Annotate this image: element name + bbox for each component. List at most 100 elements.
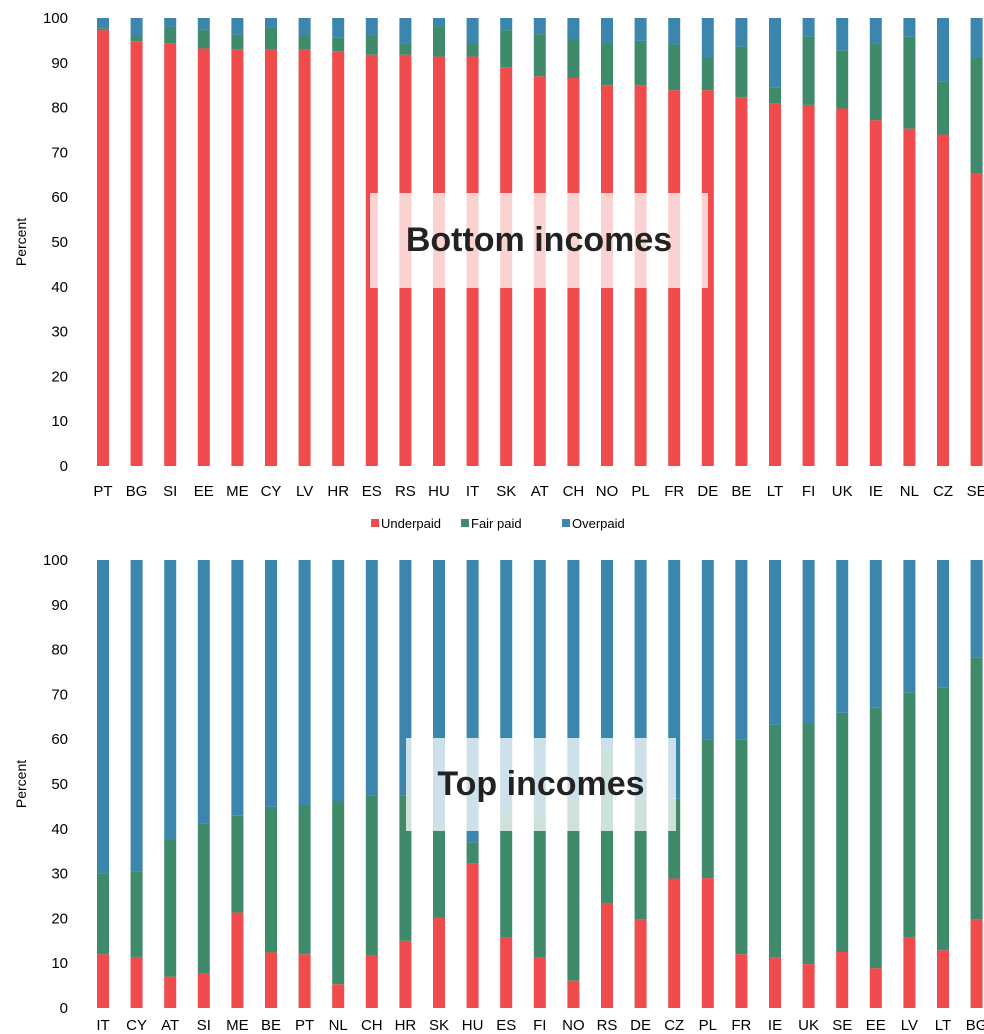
bar-fair-paid-sk xyxy=(500,30,513,68)
bar-overpaid-ch xyxy=(365,560,378,796)
chart-title-box xyxy=(406,738,676,831)
bar-overpaid-fi xyxy=(802,18,815,37)
bar-fair-paid-me xyxy=(231,34,244,50)
bar-fair-paid-pl xyxy=(701,739,714,879)
bar-fair-paid-ie xyxy=(769,724,781,958)
bar-fair-paid-cy xyxy=(130,871,143,957)
chart-title-box xyxy=(370,193,708,288)
bar-fair-paid-es xyxy=(500,813,513,938)
bar-underpaid-si xyxy=(197,973,210,1008)
bottom-incomes-panel: 0 10 20 30 40 50 60 70 80 90 100 Percent PT BG SI EE ME C… xyxy=(13,10,984,500)
bar-fair-paid-hu xyxy=(466,842,479,864)
bar-underpaid-pt xyxy=(298,954,311,1008)
chart-title: Top incomes xyxy=(437,765,644,803)
bar-fair-paid-pl xyxy=(634,40,647,86)
bar-overpaid-hu xyxy=(433,18,445,27)
x-tick-label: LV xyxy=(296,483,313,500)
bar-underpaid-bg xyxy=(970,919,983,1008)
legend-label-overpaid: Overpaid xyxy=(572,516,625,531)
bar-fair-paid-uk xyxy=(802,723,815,965)
bar-overpaid-sk xyxy=(500,18,513,31)
bar-underpaid-nl xyxy=(332,984,345,1008)
bar-fair-paid-fi xyxy=(533,814,546,958)
x-tick-label: DE xyxy=(697,483,718,500)
x-tick-label: IT xyxy=(96,1017,109,1034)
x-tick-label: SI xyxy=(197,1017,211,1034)
bar-underpaid-ee xyxy=(197,48,210,467)
bar-overpaid-rs xyxy=(601,560,613,751)
bar-overpaid-si xyxy=(164,18,177,27)
bar-underpaid-de xyxy=(634,919,647,1008)
y-tick-label: 70 xyxy=(51,686,68,703)
x-tick-label: AT xyxy=(161,1017,179,1034)
bar-fair-paid-ee xyxy=(869,707,882,969)
bar-underpaid-lt xyxy=(937,950,949,1008)
bar-fair-paid-fr xyxy=(668,44,681,91)
bar-fair-paid-uk xyxy=(836,50,849,109)
y-tick-label: 0 xyxy=(60,458,68,475)
x-tick-label: BE xyxy=(731,483,751,500)
bar-overpaid-be xyxy=(265,560,277,807)
bar-overpaid-pl xyxy=(634,18,647,41)
bar-overpaid-hr xyxy=(332,18,345,38)
bar-fair-paid-si xyxy=(164,26,177,44)
y-tick-label: 20 xyxy=(51,368,68,385)
bar-fair-paid-lv xyxy=(903,692,916,938)
top-incomes-panel: 0 10 20 30 40 50 60 70 80 90 100 Percent IT CY AT SI ME B… xyxy=(13,552,984,1034)
bar-fair-paid-fr xyxy=(735,739,748,955)
y-tick-label: 30 xyxy=(51,866,68,883)
x-tick-label: SK xyxy=(429,1017,449,1034)
x-tick-label: RS xyxy=(597,1017,618,1034)
bar-fair-paid-sk xyxy=(433,828,445,918)
bar-overpaid-no xyxy=(601,18,613,44)
x-tick-label: SE xyxy=(967,483,984,500)
y-tick-label: 10 xyxy=(51,955,68,972)
bar-underpaid-hr xyxy=(399,940,412,1008)
y-tick-label: 20 xyxy=(51,910,68,927)
bar-underpaid-lt xyxy=(769,103,781,467)
bar-underpaid-se xyxy=(970,173,983,466)
bar-overpaid-uk xyxy=(802,560,815,724)
bar-underpaid-cz xyxy=(668,878,681,1008)
x-tick-label: HR xyxy=(395,1017,417,1034)
y-tick-label: 50 xyxy=(51,234,68,251)
x-tick-label: AT xyxy=(531,483,549,500)
bar-fair-paid-fi xyxy=(802,36,815,105)
x-tick-label: RS xyxy=(395,483,416,500)
x-tick-label: BG xyxy=(126,483,148,500)
y-tick-label: 80 xyxy=(51,100,68,117)
x-tick-label: IE xyxy=(869,483,883,500)
x-tick-label: PL xyxy=(631,483,649,500)
bar-underpaid-pt xyxy=(97,30,109,466)
bar-underpaid-ie xyxy=(769,957,781,1008)
bar-fair-paid-se xyxy=(836,712,849,952)
x-tick-label: ME xyxy=(226,1017,249,1034)
legend: Underpaid Fair paid Overpaid xyxy=(371,516,625,531)
bar-underpaid-it xyxy=(97,954,109,1008)
bar-underpaid-lv xyxy=(903,937,916,1008)
bar-fair-paid-cz xyxy=(937,81,949,135)
y-tick-label: 70 xyxy=(51,144,68,161)
bar-underpaid-fi xyxy=(802,104,815,467)
bar-underpaid-pl xyxy=(701,878,714,1008)
bar-overpaid-ch xyxy=(567,18,580,40)
x-tick-label: CZ xyxy=(933,483,953,500)
x-tick-label: CH xyxy=(361,1017,383,1034)
bar-fair-paid-me xyxy=(231,815,244,913)
bar-fair-paid-ee xyxy=(197,29,210,49)
x-tick-label: CH xyxy=(563,483,585,500)
bar-underpaid-lv xyxy=(298,49,311,467)
bar-underpaid-be xyxy=(265,952,277,1008)
bar-fair-paid-ie xyxy=(869,43,882,121)
bar-overpaid-me xyxy=(231,18,244,35)
x-tick-label: LT xyxy=(767,483,783,500)
bar-fair-paid-hu xyxy=(433,26,445,57)
bar-overpaid-es xyxy=(365,18,378,36)
bar-overpaid-se xyxy=(836,560,849,713)
bar-underpaid-es xyxy=(500,937,513,1008)
bar-overpaid-be xyxy=(735,18,748,47)
bar-fair-paid-pt xyxy=(97,28,109,31)
bar-underpaid-uk xyxy=(802,964,815,1008)
bar-fair-paid-it xyxy=(466,43,479,57)
x-tick-label: UK xyxy=(798,1017,819,1034)
